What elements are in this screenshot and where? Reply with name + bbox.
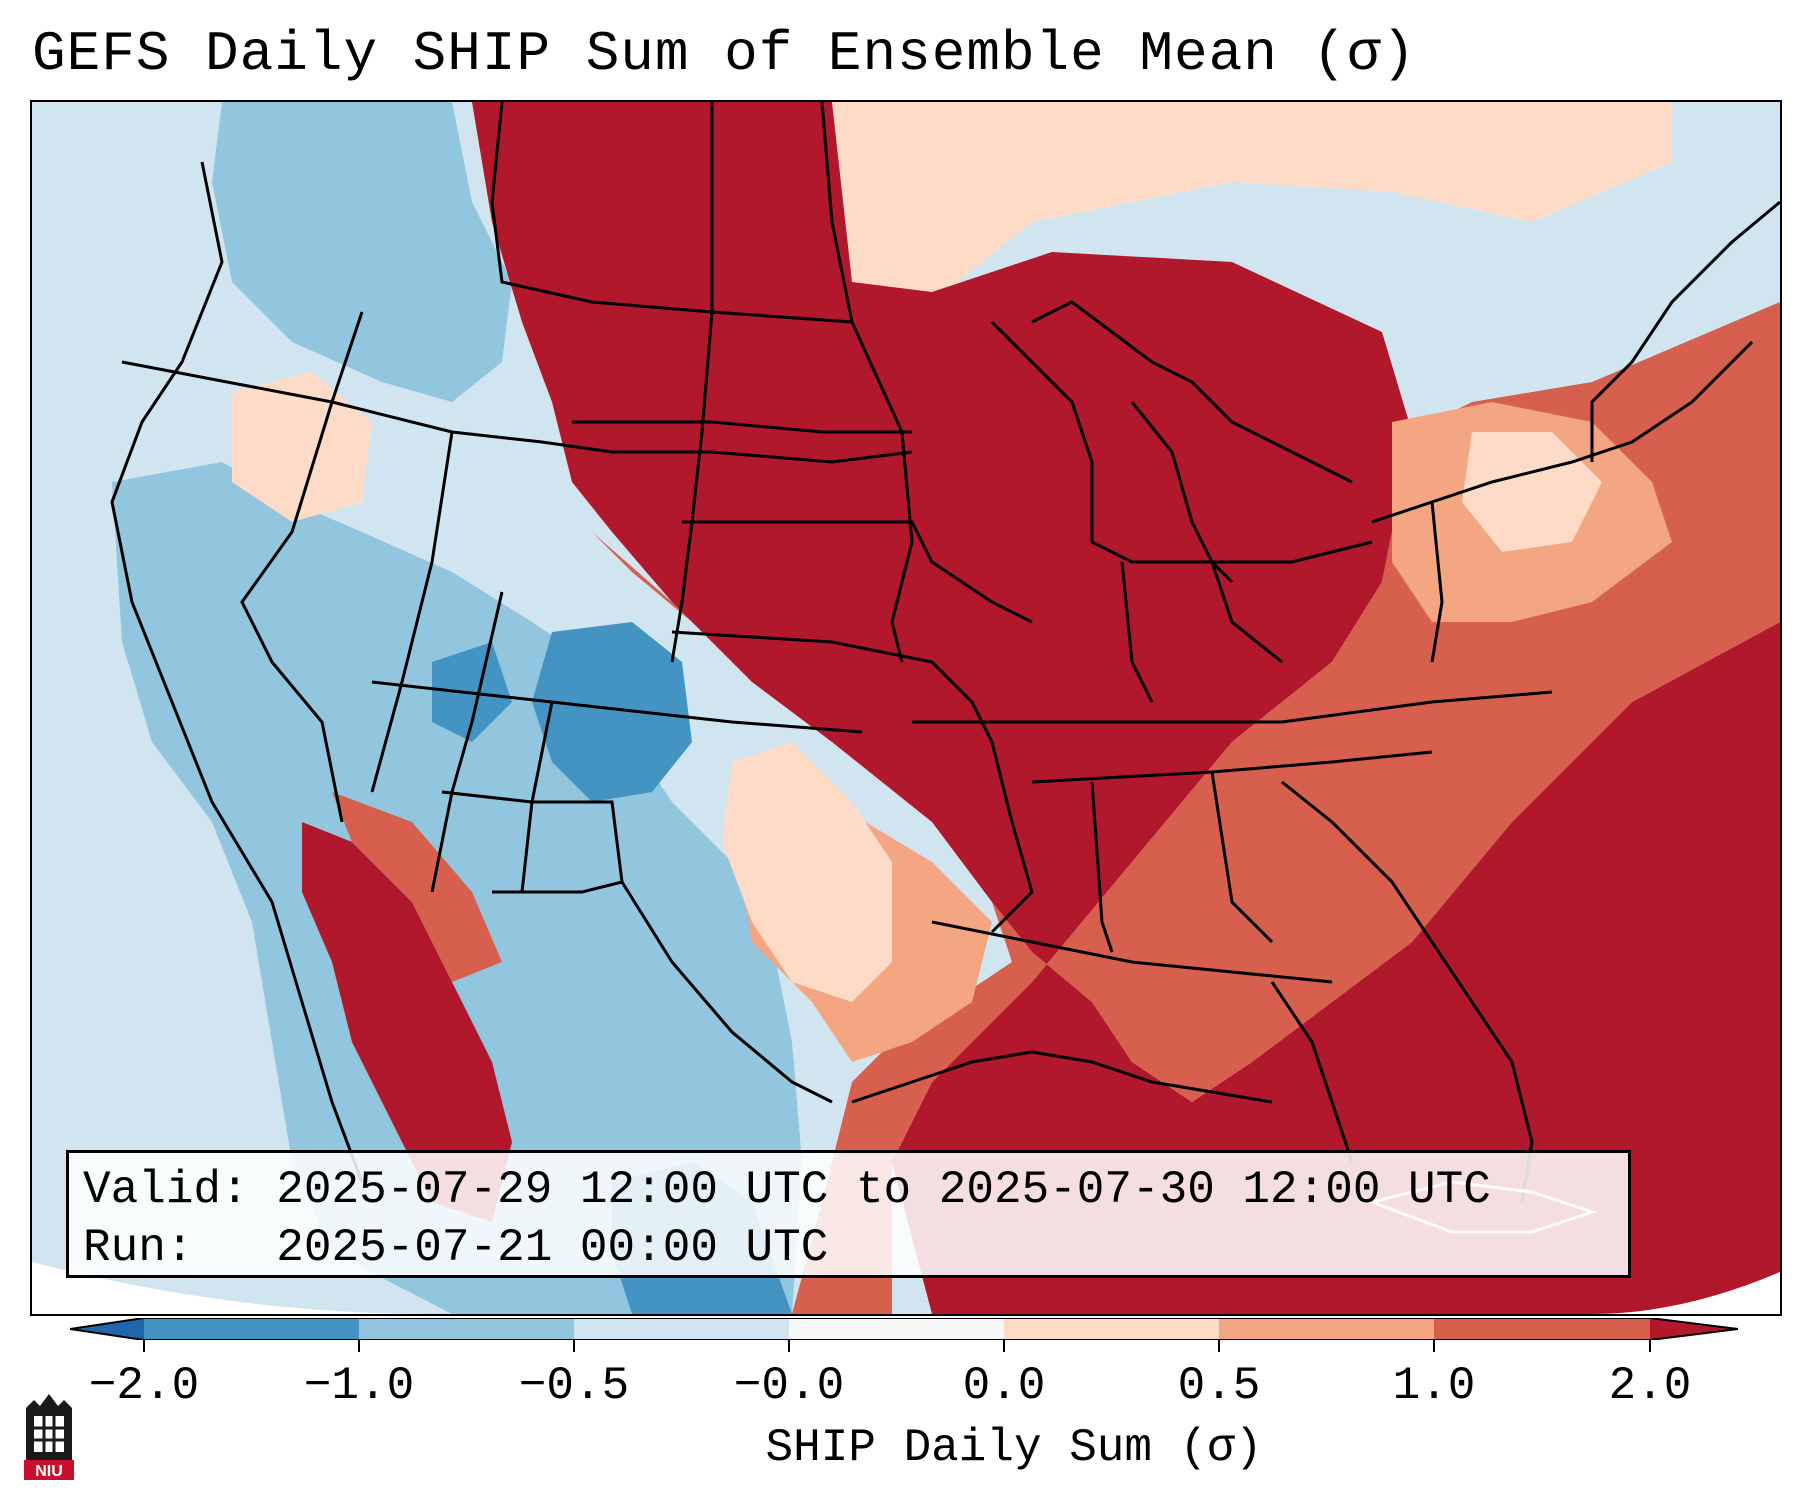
colorbar-seg-3 [574, 1318, 789, 1340]
niu-logo-icon: NIU [24, 1394, 74, 1480]
colorbar-min-arrow [70, 1318, 144, 1340]
valid-run-box: Valid: 2025-07-29 12:00 UTC to 2025-07-3… [66, 1150, 1631, 1278]
tick-mark-6 [1433, 1340, 1435, 1352]
tick-label-7: 2.0 [1608, 1360, 1692, 1412]
projection-edge-right [1592, 1272, 1780, 1314]
tick-mark-0 [143, 1340, 145, 1352]
tick-label-0: −2.0 [88, 1360, 200, 1412]
colorbar-seg-4 [789, 1318, 1004, 1340]
tick-label-4: 0.0 [962, 1360, 1046, 1412]
valid-value: 2025-07-29 12:00 UTC to 2025-07-30 12:00… [276, 1164, 1491, 1216]
run-label: Run: [83, 1222, 194, 1274]
colorbar-seg-6 [1219, 1318, 1434, 1340]
field-region-salmon-southwest [332, 792, 502, 982]
field-region-pale-canada [832, 102, 1672, 302]
tick-mark-3 [788, 1340, 790, 1352]
colorbar-seg-2 [359, 1318, 574, 1340]
tick-label-2: −0.5 [518, 1360, 630, 1412]
tick-mark-4 [1003, 1340, 1005, 1352]
run-value: 2025-07-21 00:00 UTC [276, 1222, 829, 1274]
tick-mark-7 [1649, 1340, 1651, 1352]
tick-label-1: −1.0 [303, 1360, 415, 1412]
field-region-blue-mid [532, 622, 692, 802]
tick-mark-1 [358, 1340, 360, 1352]
tick-mark-2 [573, 1340, 575, 1352]
boundary-lines [110, 102, 1780, 1203]
ship-field-map [32, 102, 1780, 1314]
tick-label-5: 0.5 [1177, 1360, 1261, 1412]
field-region-red-southwest [302, 822, 512, 1222]
field-region-red-core [472, 102, 1780, 1314]
tick-label-3: −0.0 [733, 1360, 845, 1412]
map-panel [30, 100, 1782, 1316]
field-region-blue-north [212, 102, 512, 402]
valid-label: Valid: [83, 1164, 249, 1216]
colorbar-seg-1 [144, 1318, 359, 1340]
tick-label-6: 1.0 [1392, 1360, 1476, 1412]
colorbar-seg-5 [1004, 1318, 1219, 1340]
colorbar-label: SHIP Daily Sum (σ) [765, 1422, 1263, 1474]
colorbar-seg-7 [1434, 1318, 1650, 1340]
logo-text: NIU [35, 1463, 63, 1480]
tick-mark-5 [1218, 1340, 1220, 1352]
colorbar-max-arrow [1650, 1318, 1738, 1340]
projection-edge [32, 1262, 432, 1314]
field-region-pale-texas [722, 742, 892, 1002]
chart-title: GEFS Daily SHIP Sum of Ensemble Mean (σ) [32, 22, 1417, 86]
field-region-pale-idaho [232, 372, 372, 522]
colorbar [70, 1318, 1738, 1340]
